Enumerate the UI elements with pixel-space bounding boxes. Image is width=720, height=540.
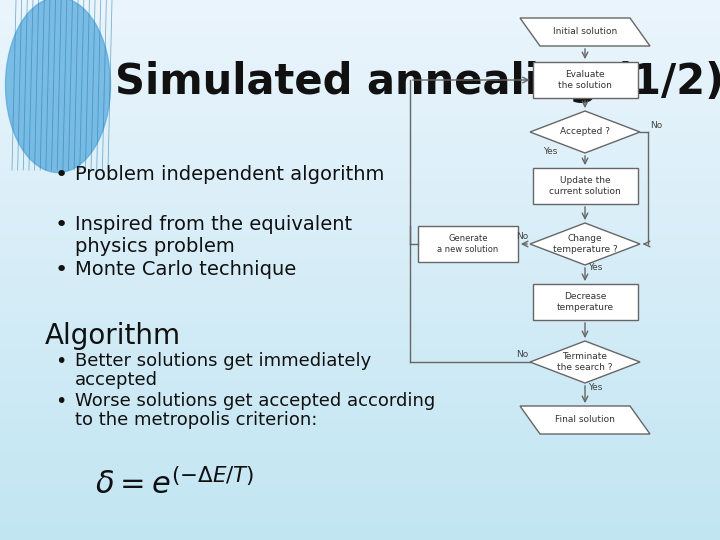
- Text: •: •: [55, 260, 68, 280]
- Text: Problem independent algorithm: Problem independent algorithm: [75, 165, 384, 184]
- Text: Generate
a new solution: Generate a new solution: [437, 234, 499, 254]
- Text: •: •: [55, 165, 68, 185]
- Text: Inspired from the equivalent: Inspired from the equivalent: [75, 215, 352, 234]
- Bar: [418, 226, 518, 262]
- Text: Yes: Yes: [588, 383, 603, 393]
- Text: accepted: accepted: [75, 371, 158, 389]
- Polygon shape: [530, 341, 640, 383]
- Text: Update the
current solution: Update the current solution: [549, 176, 621, 195]
- Text: Simulated annealing (1/2): Simulated annealing (1/2): [115, 61, 720, 103]
- Text: Terminate
the search ?: Terminate the search ?: [557, 352, 613, 372]
- Text: Worse solutions get accepted according: Worse solutions get accepted according: [75, 392, 436, 410]
- Text: No: No: [516, 232, 528, 241]
- Text: Monte Carlo technique: Monte Carlo technique: [75, 260, 296, 279]
- Text: •: •: [55, 392, 66, 411]
- Text: Algorithm: Algorithm: [45, 322, 181, 350]
- Bar: [533, 62, 637, 98]
- Text: $\delta = e^{(-\Delta E/T)}$: $\delta = e^{(-\Delta E/T)}$: [95, 468, 255, 500]
- Text: Decrease
temperature: Decrease temperature: [557, 292, 613, 312]
- Text: •: •: [55, 215, 68, 235]
- Text: Better solutions get immediately: Better solutions get immediately: [75, 352, 372, 370]
- Ellipse shape: [6, 0, 110, 172]
- Polygon shape: [520, 18, 650, 46]
- Polygon shape: [530, 223, 640, 265]
- Text: •: •: [55, 352, 66, 371]
- Text: Initial solution: Initial solution: [553, 28, 617, 37]
- Text: Yes: Yes: [543, 147, 557, 157]
- Polygon shape: [520, 406, 650, 434]
- Text: Yes: Yes: [588, 264, 603, 273]
- Bar: [533, 168, 637, 204]
- Text: physics problem: physics problem: [75, 237, 235, 256]
- Polygon shape: [530, 111, 640, 153]
- Text: No: No: [516, 350, 528, 359]
- Bar: [533, 284, 637, 320]
- Text: No: No: [650, 121, 662, 130]
- Text: Accepted ?: Accepted ?: [560, 127, 610, 137]
- Text: Final solution: Final solution: [555, 415, 615, 424]
- Text: Change
temperature ?: Change temperature ?: [553, 234, 617, 254]
- Text: Evaluate
the solution: Evaluate the solution: [558, 70, 612, 90]
- Text: to the metropolis criterion:: to the metropolis criterion:: [75, 411, 318, 429]
